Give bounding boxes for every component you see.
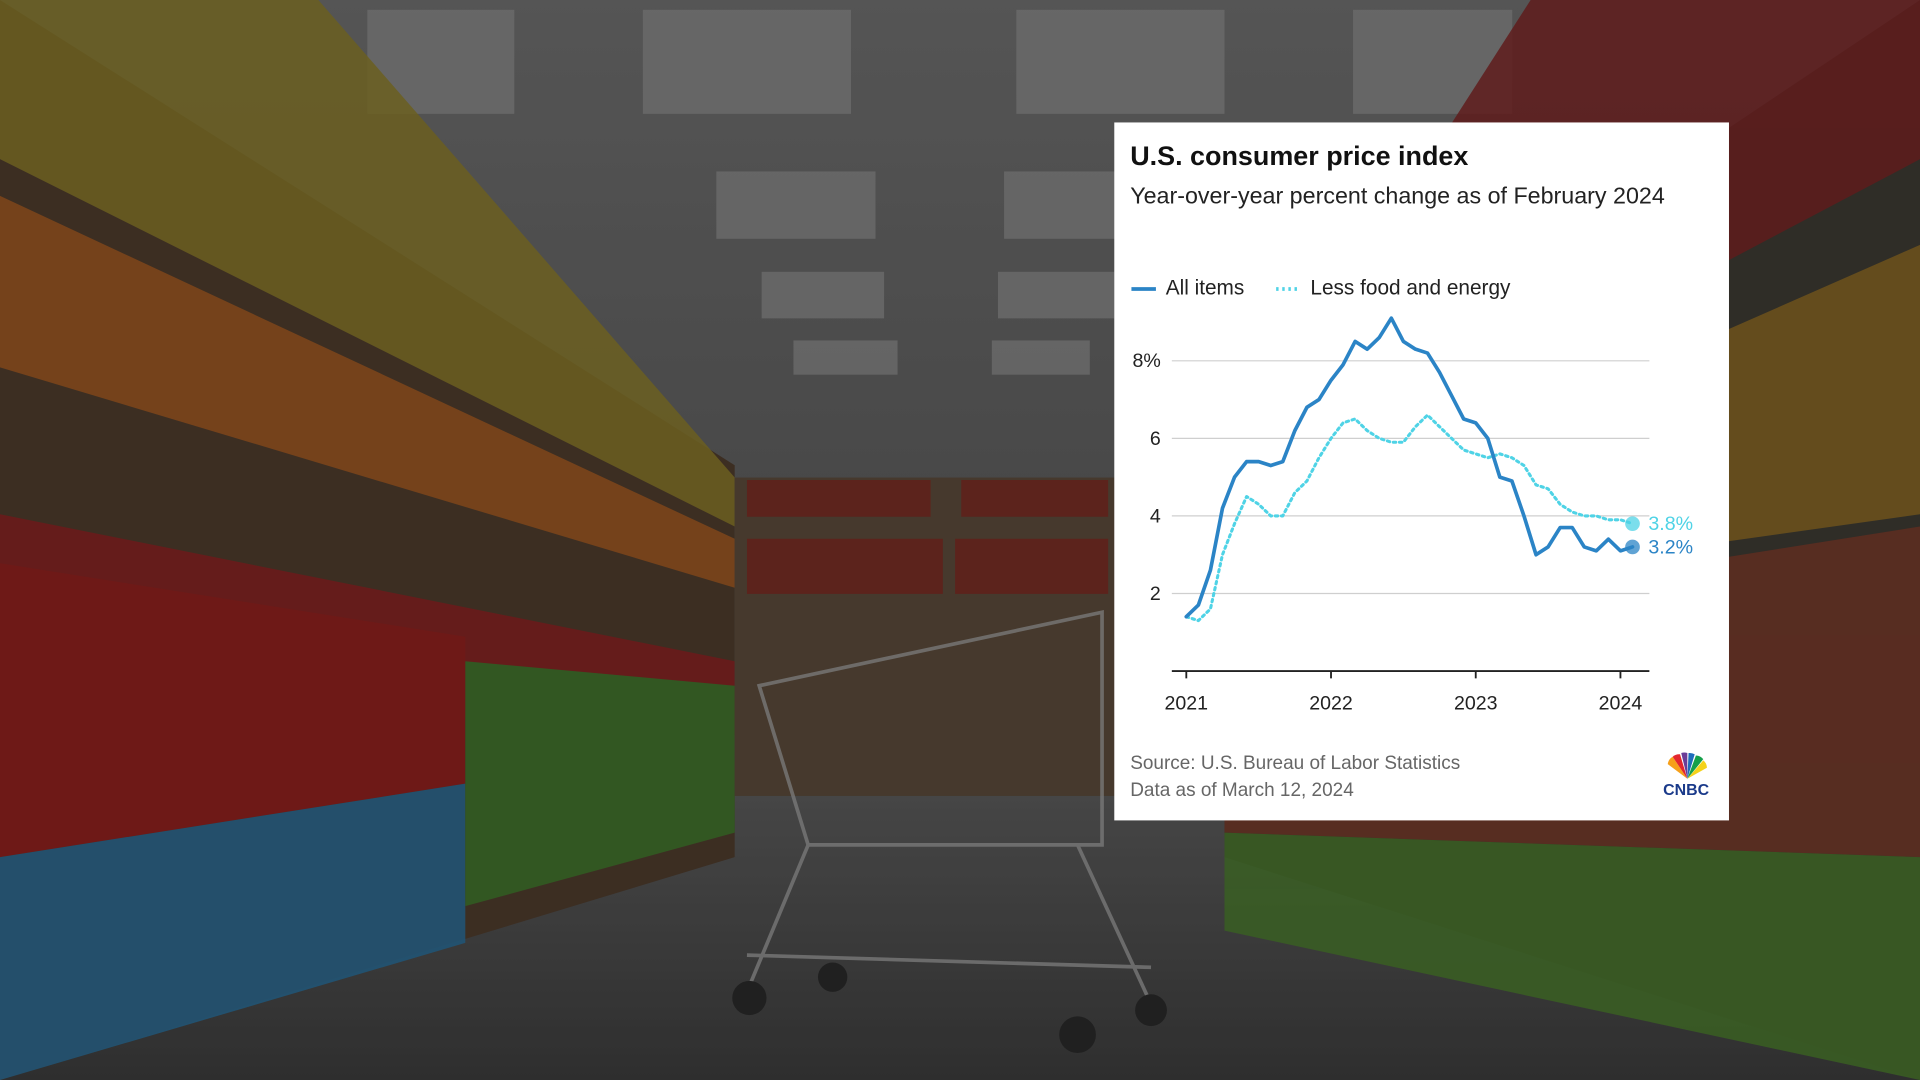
legend-label: All items [1166,276,1245,299]
note: Data as of March 12, 2024 [1130,780,1354,801]
y-tick-label: 2 [1150,583,1161,605]
legend-label: Less food and energy [1310,276,1511,299]
x-tick-label: 2022 [1309,692,1353,714]
y-tick-label: 6 [1150,428,1161,450]
x-tick-label: 2024 [1599,692,1643,714]
value-label: 3.2% [1648,536,1693,558]
chart-card: U.S. consumer price index Year-over-year… [1114,122,1729,821]
end-point [1625,516,1640,532]
series-line [1184,413,1635,623]
y-tick-label: 4 [1150,505,1161,527]
subtitle-box: Year-over-year percent change as of Febr… [1130,183,1665,210]
x-tick-label: 2023 [1454,692,1498,714]
y-tick-label: 8% [1133,350,1161,372]
logo-text: CNBC [1663,782,1709,799]
chart-title: U.S. consumer price index [1130,141,1468,171]
chart-subtitle: Year-over-year percent change as of Febr… [1130,183,1665,210]
series-line [1184,316,1635,619]
logo-mark [1667,752,1707,779]
source: Source: U.S. Bureau of Labor Statistics [1130,753,1460,774]
value-label: 3.8% [1648,513,1693,535]
x-tick-label: 2021 [1165,692,1209,714]
card-background [1114,122,1729,821]
end-point [1625,539,1640,555]
